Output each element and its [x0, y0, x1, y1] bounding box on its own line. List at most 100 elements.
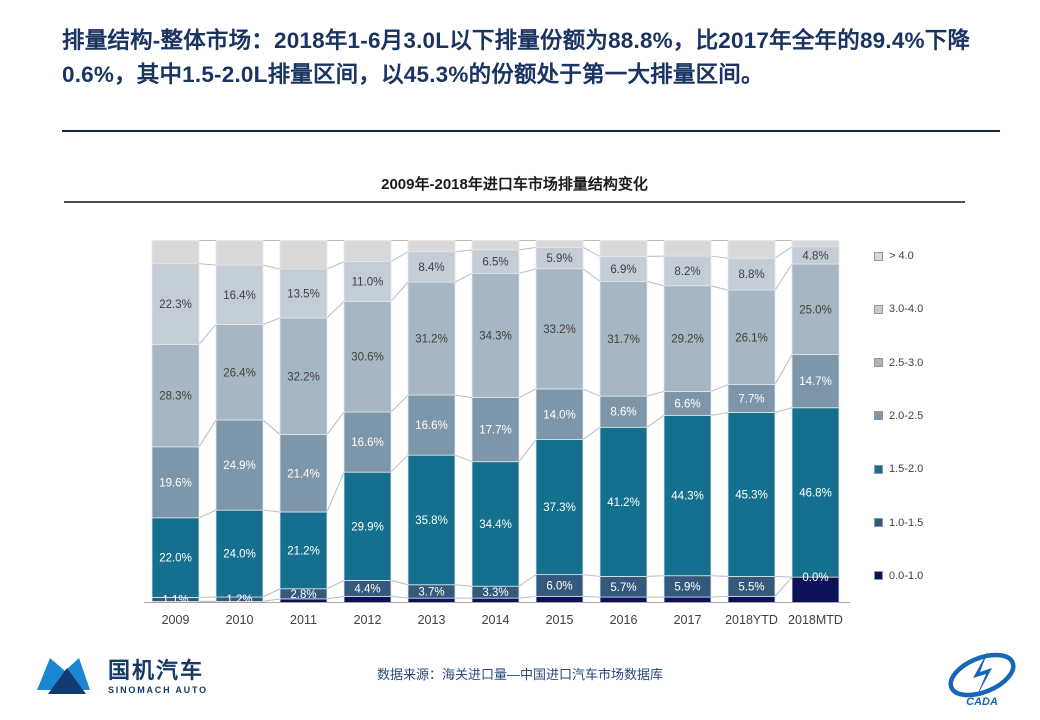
- series-connector-line: [198, 509, 217, 519]
- series-connector-line: [774, 576, 793, 597]
- bar-label-2018YTD-2.5-3.0: 26.1%: [735, 332, 768, 344]
- bar-segment-2014-2.5-3.0: [471, 273, 520, 399]
- x-axis-label-2018MTD: 2018MTD: [788, 613, 843, 627]
- bar-label-2018MTD-2.5-3.0: 25.0%: [799, 304, 832, 316]
- x-axis-label-2009: 2009: [162, 613, 190, 627]
- bar-label-2014-3.0-4.0: 6.5%: [482, 257, 508, 269]
- sinomach-logo-cn: 国机汽车: [108, 657, 205, 683]
- bar-segment-2018MTD-1.5-2.0: [791, 407, 840, 578]
- bar-segment-2018YTD-3.0-4.0: [727, 257, 776, 291]
- series-connector-line: [582, 426, 601, 441]
- bar-segment-2010-3.0-4.0: [215, 264, 264, 325]
- bar-label-2010-1.5-2.0: 24.0%: [223, 549, 256, 561]
- bar-segment-2016-1.5-2.0: [599, 426, 648, 577]
- chart-title-divider: [64, 201, 965, 203]
- series-connector-line: [710, 575, 729, 577]
- bar-label-2013-1.0-1.5: 3.7%: [418, 586, 444, 598]
- bar-segment-2010->4.0: [215, 240, 264, 266]
- bar-segment-2009-3.0-4.0: [151, 263, 200, 345]
- bar-label-2010-3.0-4.0: 16.4%: [223, 290, 256, 302]
- series-connector-line: [582, 574, 601, 577]
- bar-label-2018MTD-2.0-2.5: 14.7%: [799, 376, 832, 388]
- series-connector-line: [518, 439, 537, 462]
- legend-swatch-3.0-4.0: [874, 304, 883, 314]
- series-connector-line: [774, 354, 793, 385]
- bar-label-2018YTD-2.0-2.5: 7.7%: [738, 394, 764, 406]
- bar-label-2017-2.0-2.5: 6.6%: [674, 398, 700, 410]
- legend-item-1.0-1.5: 1.0-1.5: [874, 517, 923, 529]
- bar-segment-2011-2.5-3.0: [279, 317, 328, 435]
- bar-segment-2018YTD-1.5-2.0: [727, 412, 776, 577]
- bar-label-2015-1.0-1.5: 6.0%: [546, 580, 572, 592]
- series-connector-line: [774, 575, 793, 578]
- series-connector-line: [774, 246, 793, 259]
- series-connector-line: [710, 255, 729, 259]
- bar-segment-2016-2.0-2.5: [599, 395, 648, 428]
- legend-label: 0.0-1.0: [889, 569, 924, 582]
- bar-segment-2011->4.0: [279, 240, 328, 270]
- sinomach-logo-en: SINOMACH AUTO: [108, 685, 208, 696]
- series-connector-line: [710, 285, 729, 291]
- bar-label-2016-1.0-1.5: 5.7%: [610, 582, 636, 594]
- bar-label-2018MTD-3.0-4.0: 4.8%: [802, 250, 828, 262]
- sinomach-logo: 国机汽车 SINOMACH AUTO: [36, 654, 208, 700]
- x-axis-label-2015: 2015: [546, 613, 574, 627]
- bar-label-2016-1.5-2.0: 41.2%: [607, 497, 640, 509]
- bar-segment-2013-2.0-2.5: [407, 394, 456, 456]
- bar-label-2018MTD-1.0-1.5: 0.0%: [802, 572, 828, 584]
- bar-label-2012-3.0-4.0: 11.0%: [352, 276, 384, 288]
- series-connector-line: [262, 598, 281, 602]
- bar-segment-2013-2.5-3.0: [407, 281, 456, 396]
- bar-segment-2011-1.5-2.0: [279, 511, 328, 590]
- bar-label-2017-1.0-1.5: 5.9%: [674, 581, 700, 593]
- bar-label-2013-1.5-2.0: 35.8%: [415, 515, 448, 527]
- bar-label-2018YTD-1.0-1.5: 5.5%: [738, 581, 764, 593]
- bar-label-2018YTD-3.0-4.0: 8.8%: [738, 269, 764, 281]
- series-connector-line: [710, 411, 729, 416]
- legend-swatch-2.0-2.5: [874, 411, 883, 421]
- bar-label-2015-1.5-2.0: 37.3%: [543, 502, 576, 514]
- legend-swatch-1.5-2.0: [874, 464, 883, 474]
- bar-label-2009-1.0-1.5: 1.1%: [162, 594, 188, 606]
- chart-legend: > 4.0 3.0-4.0 2.5-3.0 2.0-2.5 1.5-2.0 1.0-1.5…: [874, 250, 923, 582]
- series-connector-line: [390, 281, 409, 302]
- series-connector-line: [390, 394, 409, 413]
- series-connector-line: [646, 280, 665, 287]
- series-connector-line: [646, 390, 665, 397]
- cada-logo-icon: CADA: [948, 651, 1016, 708]
- chart-title: 2009年-2018年进口车市场排量结构变化: [381, 176, 648, 193]
- bar-label-2009-2.5-3.0: 28.3%: [159, 391, 192, 403]
- series-connector-line: [518, 574, 537, 587]
- x-axis-label-2010: 2010: [226, 613, 254, 627]
- series-connector-line: [646, 575, 665, 577]
- bar-label-2017-1.5-2.0: 44.3%: [671, 491, 704, 503]
- series-connector-line: [326, 595, 345, 600]
- bar-label-2010-2.5-3.0: 26.4%: [223, 367, 256, 379]
- bar-segment-2015-1.5-2.0: [535, 439, 584, 576]
- bar-label-2015-2.0-2.5: 14.0%: [543, 409, 576, 421]
- data-source-note: 数据来源：海关进口量—中国进口汽车市场数据库: [376, 667, 663, 682]
- bar-label-2017-3.0-4.0: 8.2%: [674, 266, 700, 278]
- bar-label-2013-2.5-3.0: 31.2%: [415, 334, 448, 346]
- bar-label-2011-1.0-1.5: 2.8%: [290, 589, 316, 601]
- bar-label-2011-3.0-4.0: 13.5%: [287, 289, 320, 301]
- bar-label-2016-2.5-3.0: 31.7%: [607, 334, 640, 346]
- series-connector-line: [454, 584, 473, 587]
- bar-segment-2010-1.5-2.0: [215, 509, 264, 598]
- bar-label-2009-1.5-2.0: 22.0%: [159, 553, 192, 565]
- bar-label-2016-3.0-4.0: 6.9%: [610, 264, 636, 276]
- series-connector-line: [774, 263, 793, 291]
- bar-label-2009-2.0-2.5: 19.6%: [159, 477, 192, 489]
- legend-item-3.0-4.0: 3.0-4.0: [874, 303, 923, 315]
- sinomach-logo-text: 国机汽车 SINOMACH AUTO: [108, 657, 208, 696]
- bar-segment-2014-2.0-2.5: [471, 397, 520, 463]
- series-connector-line: [262, 317, 281, 325]
- series-connector-line: [710, 384, 729, 392]
- legend-item-2.5-3.0: 2.5-3.0: [874, 357, 923, 369]
- bar-label-2014-2.0-2.5: 17.7%: [479, 425, 512, 437]
- x-axis-label-2012: 2012: [354, 613, 382, 627]
- x-axis-label-2017: 2017: [674, 613, 702, 627]
- legend-label: 2.0-2.5: [889, 409, 924, 422]
- bar-segment-2009-2.0-2.5: [151, 446, 200, 519]
- series-connector-line: [390, 579, 409, 586]
